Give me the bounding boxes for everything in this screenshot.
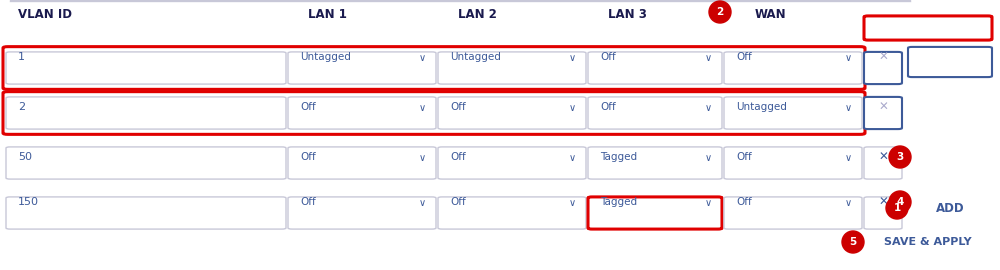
Text: ✕: ✕ [878,50,888,63]
Text: ADD: ADD [936,201,964,214]
Text: ∨: ∨ [568,53,576,63]
FancyBboxPatch shape [3,47,865,89]
Text: ∨: ∨ [568,153,576,163]
Text: 1: 1 [18,52,25,62]
Text: ∨: ∨ [418,53,426,63]
FancyBboxPatch shape [438,147,586,179]
Ellipse shape [889,146,911,168]
Text: ✕: ✕ [878,195,888,208]
Text: ∨: ∨ [418,198,426,208]
Text: ∨: ∨ [844,198,852,208]
Text: LAN 2: LAN 2 [458,8,497,21]
Text: 5: 5 [849,237,857,247]
Text: ∨: ∨ [844,103,852,113]
Text: 2: 2 [18,102,25,112]
FancyBboxPatch shape [288,97,436,129]
FancyBboxPatch shape [438,52,586,84]
Text: Off: Off [450,102,466,112]
Text: Tagged: Tagged [600,152,637,162]
FancyBboxPatch shape [288,197,436,229]
Text: 50: 50 [18,152,32,162]
FancyBboxPatch shape [6,52,286,84]
Ellipse shape [842,231,864,253]
Text: ∨: ∨ [704,153,712,163]
FancyBboxPatch shape [724,147,862,179]
Text: Off: Off [450,197,466,207]
Text: ∨: ∨ [568,198,576,208]
FancyBboxPatch shape [724,197,862,229]
FancyBboxPatch shape [438,197,586,229]
Text: Off: Off [300,197,316,207]
FancyBboxPatch shape [724,97,862,129]
Text: ∨: ∨ [844,53,852,63]
Text: ∨: ∨ [704,198,712,208]
Text: Untagged: Untagged [736,102,787,112]
FancyBboxPatch shape [6,147,286,179]
FancyBboxPatch shape [288,52,436,84]
Text: 3: 3 [896,152,904,162]
Ellipse shape [709,1,731,23]
Text: Off: Off [736,152,752,162]
FancyBboxPatch shape [288,147,436,179]
FancyBboxPatch shape [864,147,902,179]
FancyBboxPatch shape [908,47,992,77]
FancyBboxPatch shape [864,52,902,84]
FancyBboxPatch shape [588,52,722,84]
FancyBboxPatch shape [6,197,286,229]
FancyBboxPatch shape [864,97,902,129]
Text: LAN 3: LAN 3 [608,8,647,21]
Text: 150: 150 [18,197,39,207]
Text: Off: Off [300,102,316,112]
FancyBboxPatch shape [588,147,722,179]
Text: ✕: ✕ [878,100,888,113]
FancyBboxPatch shape [6,97,286,129]
Text: SAVE & APPLY: SAVE & APPLY [884,237,972,247]
Text: 1: 1 [893,203,901,213]
Text: ∨: ∨ [418,153,426,163]
Text: Tagged: Tagged [600,197,637,207]
Text: ∨: ∨ [844,153,852,163]
Text: WAN: WAN [755,8,787,21]
Text: Off: Off [736,197,752,207]
Text: ∨: ∨ [418,103,426,113]
Text: 2: 2 [716,7,724,17]
Text: Off: Off [600,52,616,62]
Text: VLAN ID: VLAN ID [18,8,72,21]
Ellipse shape [889,191,911,213]
Text: ∨: ∨ [704,53,712,63]
FancyBboxPatch shape [588,197,722,229]
Text: 4: 4 [896,197,904,207]
FancyBboxPatch shape [864,16,992,40]
FancyBboxPatch shape [3,92,865,134]
Ellipse shape [886,197,908,219]
Text: Off: Off [600,102,616,112]
Text: LAN 1: LAN 1 [308,8,347,21]
Text: ✕: ✕ [878,150,888,164]
Text: Off: Off [736,52,752,62]
Text: Off: Off [300,152,316,162]
Text: ∨: ∨ [704,103,712,113]
FancyBboxPatch shape [438,97,586,129]
Text: ∨: ∨ [568,103,576,113]
FancyBboxPatch shape [724,52,862,84]
Text: Untagged: Untagged [300,52,351,62]
FancyBboxPatch shape [588,97,722,129]
Text: Untagged: Untagged [450,52,501,62]
Text: Off: Off [450,152,466,162]
FancyBboxPatch shape [864,197,902,229]
